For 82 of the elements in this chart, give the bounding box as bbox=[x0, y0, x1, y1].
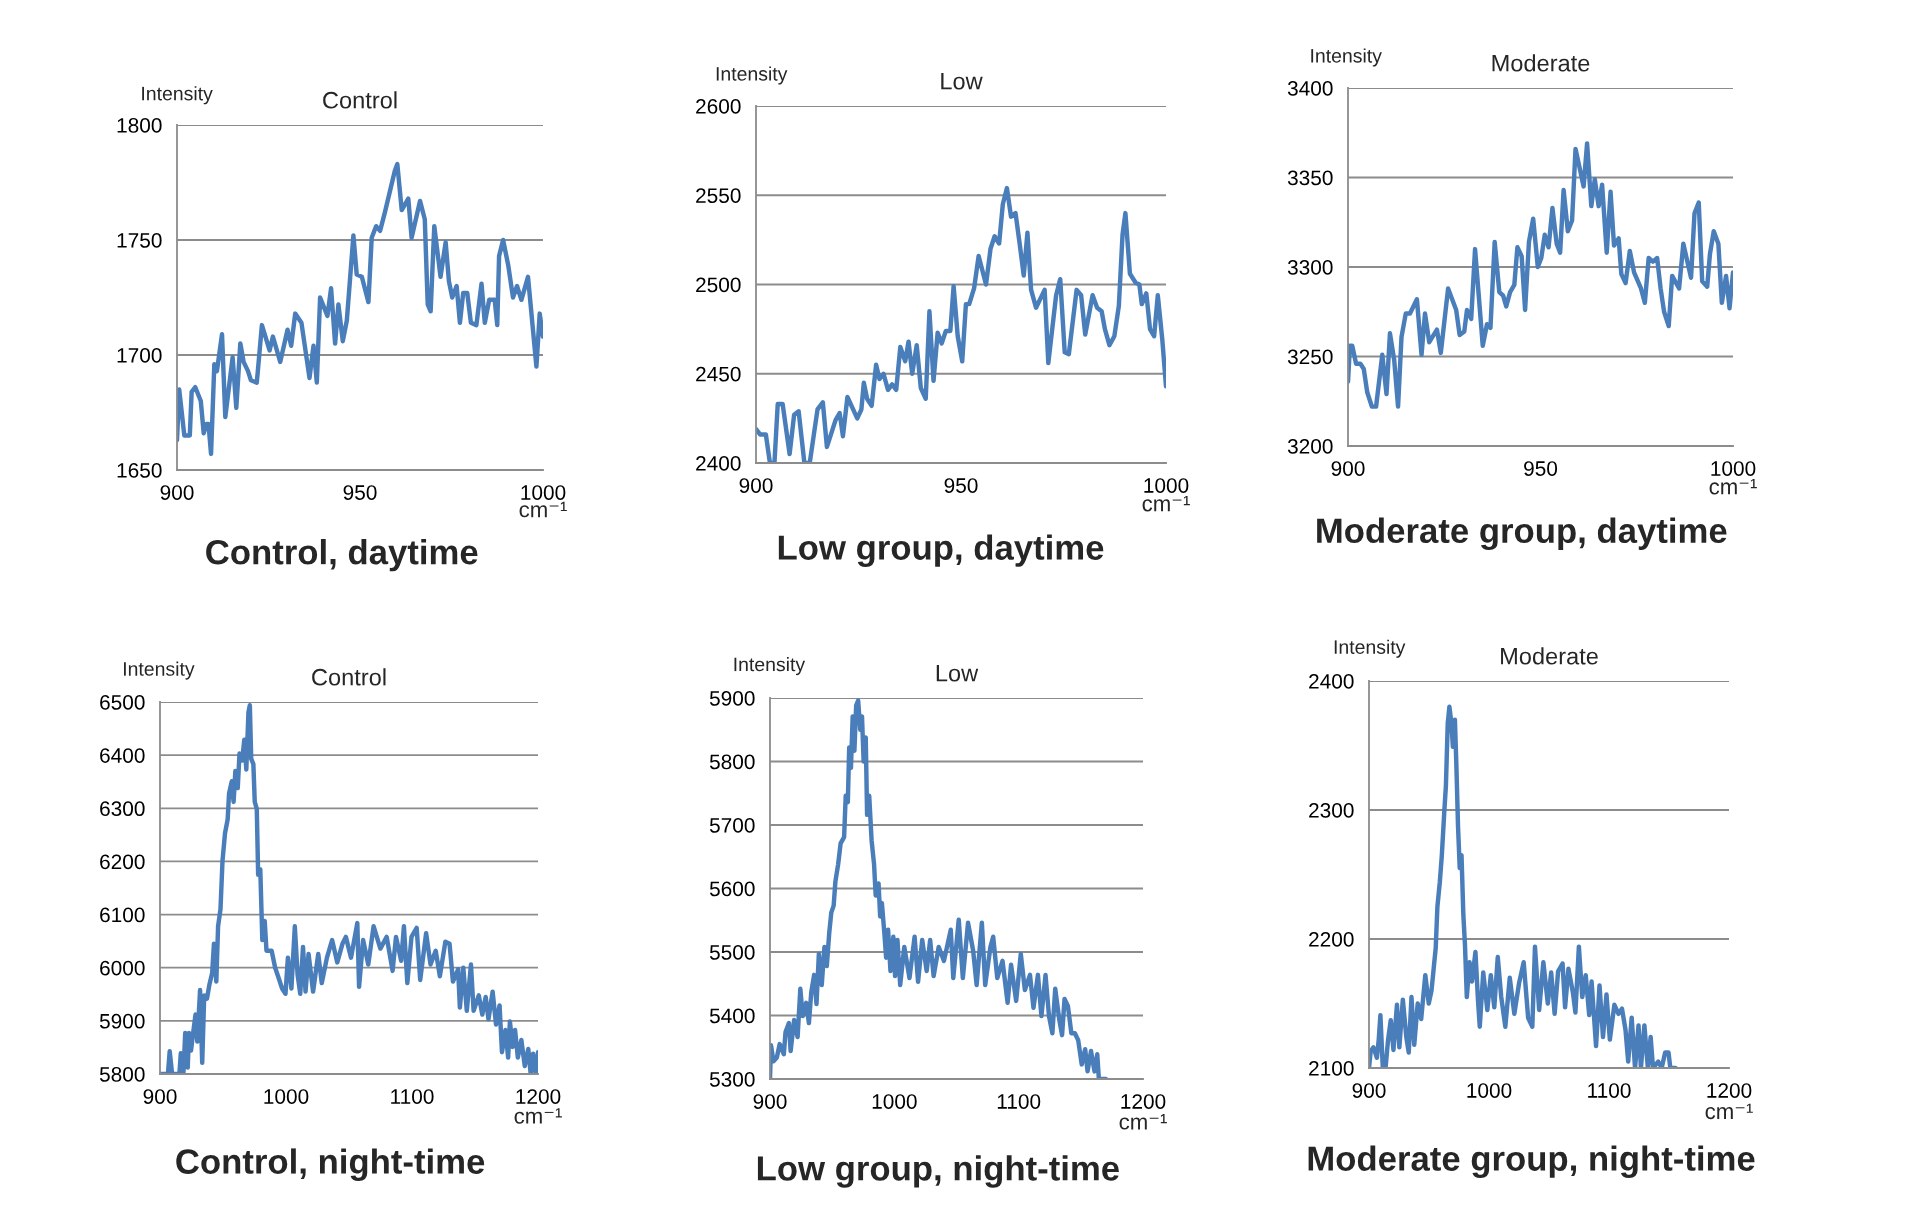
text: Moderate group, night-time bbox=[1308, 1145, 1755, 1178]
y-tick-label: 6200 bbox=[100, 854, 145, 870]
y-tick-label: 2450 bbox=[696, 366, 741, 382]
y-axis-title: Intensity bbox=[716, 66, 788, 85]
x-tick-label: 1000 bbox=[1467, 1083, 1512, 1098]
y-tick-label: 2400 bbox=[1309, 674, 1354, 689]
y-tick-label: 6400 bbox=[100, 748, 145, 763]
x-tick-label: 1100 bbox=[391, 1089, 434, 1104]
x-tick-label: 1000 bbox=[264, 1089, 309, 1104]
x-tick-label: 1200 bbox=[1121, 1094, 1166, 1109]
x-tick-label: 900 bbox=[753, 1094, 787, 1109]
y-tick-label: 5600 bbox=[709, 881, 755, 897]
chart-title: Low bbox=[936, 665, 979, 682]
text: Moderate group, daytime bbox=[1317, 517, 1727, 551]
chart-title: Control bbox=[312, 668, 386, 686]
y-axis-title: Intensity bbox=[142, 86, 213, 105]
y-tick-label: 6100 bbox=[100, 907, 145, 923]
y-tick-label: 2600 bbox=[696, 99, 741, 114]
x-tick-label: 1000 bbox=[521, 485, 566, 500]
y-tick-label: 1750 bbox=[117, 233, 162, 248]
text: Low group, night-time bbox=[757, 1155, 1119, 1188]
x-tick-label: 900 bbox=[143, 1089, 177, 1104]
y-tick-label: 2100 bbox=[1309, 1061, 1354, 1076]
y-tick-label: 5400 bbox=[709, 1008, 755, 1024]
x-axis-title: cm⁻¹ bbox=[1709, 479, 1757, 495]
y-tick-label: 3300 bbox=[1287, 260, 1333, 275]
y-tick-label: 5700 bbox=[709, 818, 755, 833]
x-tick-label: 950 bbox=[944, 478, 978, 493]
chart-title: Control bbox=[323, 91, 397, 109]
x-tick-label: 1200 bbox=[1707, 1083, 1752, 1098]
line-series bbox=[1348, 141, 1733, 409]
x-axis-title: cm⁻¹ bbox=[514, 1108, 562, 1124]
x-tick-label: 900 bbox=[160, 485, 194, 500]
x-tick-label: 950 bbox=[1524, 461, 1558, 476]
x-tick-label: 1100 bbox=[997, 1094, 1041, 1109]
y-tick-label: 3350 bbox=[1287, 170, 1333, 186]
chart-title: Low bbox=[941, 73, 983, 90]
y-tick-label: 1700 bbox=[117, 348, 162, 363]
y-tick-label: 6300 bbox=[100, 801, 145, 817]
y-tick-label: 2200 bbox=[1309, 932, 1354, 947]
x-tick-label: 1000 bbox=[872, 1094, 917, 1109]
y-tick-label: 6000 bbox=[100, 960, 145, 976]
y-tick-label: 2300 bbox=[1309, 803, 1354, 818]
line-series bbox=[160, 702, 538, 1074]
text: Low group, daytime bbox=[778, 534, 1104, 567]
y-axis-title: Intensity bbox=[734, 657, 806, 676]
y-tick-label: 2400 bbox=[696, 456, 741, 471]
x-tick-label: 900 bbox=[739, 478, 773, 493]
y-tick-label: 3200 bbox=[1287, 439, 1333, 454]
y-tick-label: 2550 bbox=[696, 188, 741, 203]
x-tick-label: 1200 bbox=[516, 1089, 561, 1104]
x-axis-title: cm⁻¹ bbox=[519, 501, 567, 518]
y-tick-label: 6500 bbox=[100, 695, 145, 710]
y-tick-label: 5900 bbox=[99, 1013, 145, 1029]
x-tick-label: 950 bbox=[343, 485, 377, 500]
y-axis-title: Intensity bbox=[124, 661, 195, 680]
x-axis-title: cm⁻¹ bbox=[1142, 495, 1190, 512]
chart-title: Moderate bbox=[1492, 54, 1590, 72]
x-tick-label: 1100 bbox=[1588, 1083, 1631, 1098]
x-tick-label: 1000 bbox=[1711, 461, 1756, 476]
line-series bbox=[1369, 704, 1678, 1068]
y-tick-label: 5300 bbox=[709, 1072, 755, 1087]
x-axis-title: cm⁻¹ bbox=[1705, 1103, 1753, 1120]
x-tick-label: 900 bbox=[1331, 461, 1365, 476]
y-tick-label: 3400 bbox=[1287, 81, 1333, 96]
y-tick-label: 1800 bbox=[117, 118, 162, 133]
text: Control, night-time bbox=[176, 1148, 485, 1181]
text: Control, daytime bbox=[206, 539, 478, 572]
y-tick-label: 1650 bbox=[117, 463, 162, 478]
y-tick-label: 5800 bbox=[99, 1067, 145, 1082]
y-tick-label: 2500 bbox=[696, 277, 741, 293]
y-tick-label: 3250 bbox=[1287, 349, 1333, 365]
x-axis-title: cm⁻¹ bbox=[1119, 1114, 1167, 1130]
y-tick-label: 5800 bbox=[709, 754, 755, 770]
y-axis-title: Intensity bbox=[1334, 639, 1406, 658]
chart-title: Moderate bbox=[1501, 647, 1598, 665]
line-series bbox=[177, 161, 543, 457]
y-axis-title: Intensity bbox=[1311, 48, 1382, 67]
y-tick-label: 5900 bbox=[709, 691, 755, 706]
x-tick-label: 900 bbox=[1352, 1083, 1386, 1098]
x-tick-label: 1000 bbox=[1144, 478, 1189, 493]
y-tick-label: 5500 bbox=[709, 945, 755, 960]
